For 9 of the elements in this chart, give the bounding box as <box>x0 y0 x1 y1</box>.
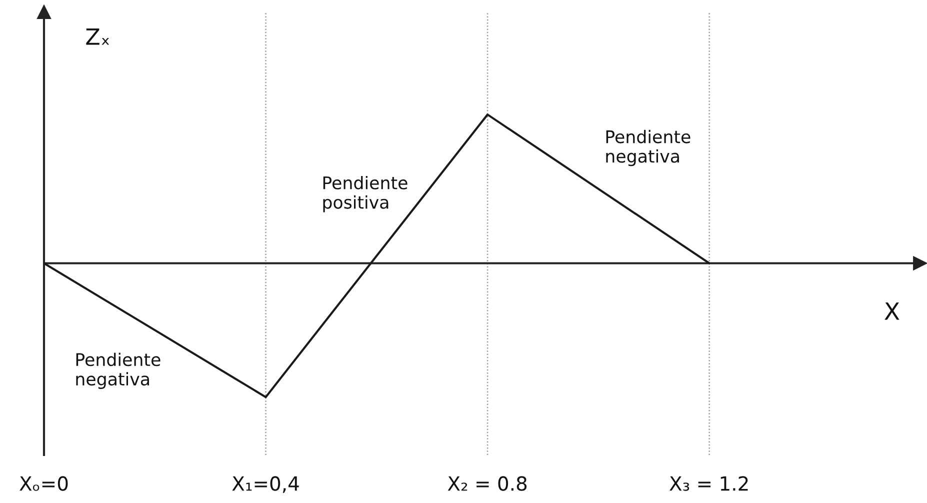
x-axis-title: X <box>884 302 900 320</box>
y-axis-title: Zₓ <box>86 28 110 45</box>
x-tick-label: Xₒ=0 <box>20 476 68 491</box>
x-tick-label: X₃ = 1.2 <box>670 476 748 491</box>
x-tick-label: X₁=0,4 <box>232 476 299 493</box>
annotation: Pendiente negativa <box>76 352 160 389</box>
annotation: Pendiente negativa <box>606 130 690 166</box>
annotation: Pendiente positiva <box>323 176 408 212</box>
x-tick-label: X₂ = 0.8 <box>448 476 527 491</box>
